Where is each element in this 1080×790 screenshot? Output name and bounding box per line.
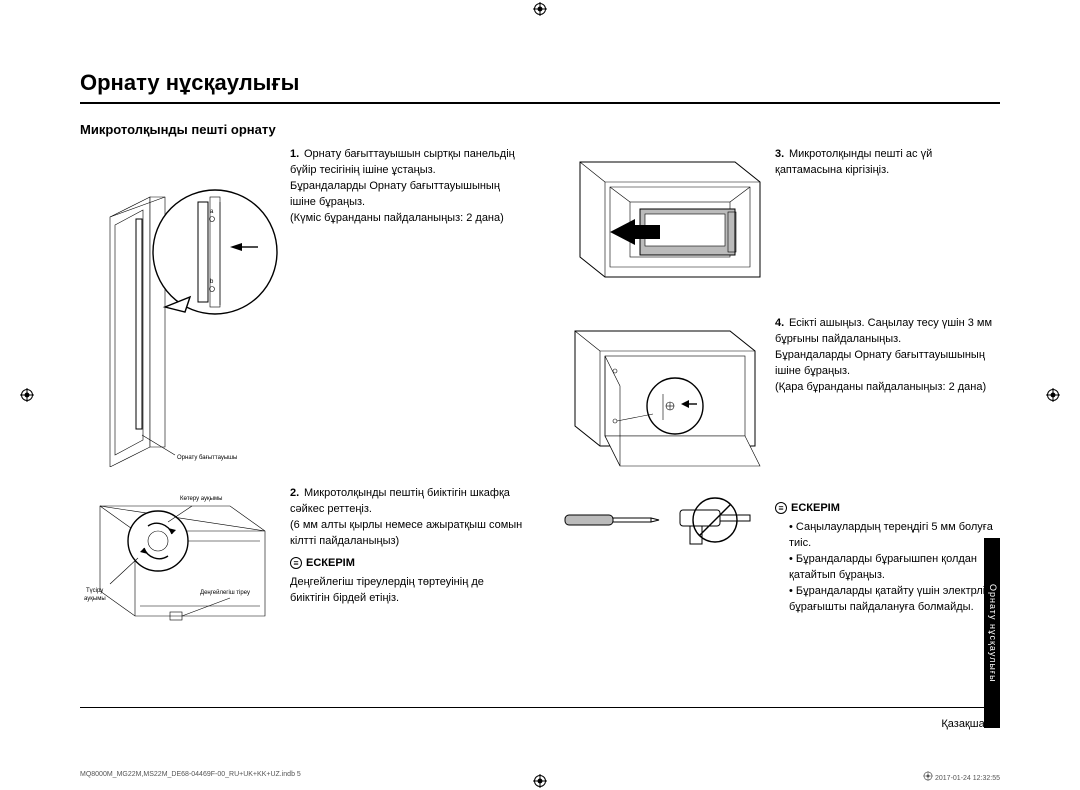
page-title: Орнату нұсқаулығы (80, 70, 1000, 104)
doc-name: MQ8000M_MG22M,MS22M_DE68-04469F-00_RU+UK… (80, 771, 301, 782)
figure-3 (555, 147, 765, 302)
page-content: Орнату нұсқаулығы Микротолқынды пешті ор… (80, 70, 1000, 750)
note-2-heading: ≡ЕСКЕРІМ (775, 501, 1000, 517)
figure-2: Түсіру ауқымы Көтеру ауқымы Деңгейлегіш … (80, 486, 280, 651)
footer-rule (80, 707, 1000, 708)
svg-text:Көтеру ауқымы: Көтеру ауқымы (180, 496, 222, 502)
fig1-label: Орнату бағыттауышы (177, 455, 237, 461)
figure-1: a b Орнату бағыттауышы (80, 147, 280, 472)
note-2: ≡ЕСКЕРІМ Саңылаулардың тереңдігі 5 мм бо… (775, 495, 1000, 616)
figure-4 (555, 316, 765, 481)
step-1-text: 1.Орнату бағыттауышын сыртқы панельдің б… (290, 147, 525, 472)
note-1-text: Деңгейлегіш тіреулердің төртеуінің де би… (290, 575, 525, 607)
step-3-text: 3.Микротолқынды пешті ас үй қаптамасына … (775, 147, 1000, 302)
reg-mark-right (1046, 388, 1060, 402)
doc-date: 2017-01-24 12:32:55 (923, 771, 1000, 782)
step-4-text: 4.Есікті ашыңыз. Саңылау тесу үшін 3 мм … (775, 316, 1000, 481)
left-column: a b Орнату бағыттауышы 1.Орнату бағыттау… (80, 147, 525, 665)
right-column: 3.Микротолқынды пешті ас үй қаптамасына … (555, 147, 1000, 665)
note-icon: ≡ (290, 557, 302, 569)
reg-mark-left (20, 388, 34, 402)
side-tab: Орнату нұсқаулығы (984, 538, 1000, 728)
figure-tools (555, 495, 765, 616)
note-icon: ≡ (775, 502, 787, 514)
section-title: Микротолқынды пешті орнату (80, 122, 1000, 137)
svg-text:ауқымы: ауқымы (84, 596, 106, 602)
step-2-text: 2.Микротолқынды пештің биіктігін шкафқа … (290, 486, 525, 651)
svg-text:Деңгейлегіш тіреу: Деңгейлегіш тіреу (200, 589, 250, 596)
footer-pagenum: Қазақша 5 (941, 718, 1000, 730)
reg-mark-top (533, 2, 547, 16)
note-1-heading: ≡ЕСКЕРІМ (290, 556, 525, 572)
note-2-bullets: Саңылаулардың тереңдігі 5 мм болуға тиіс… (775, 520, 1000, 616)
doc-meta: MQ8000M_MG22M,MS22M_DE68-04469F-00_RU+UK… (80, 771, 1000, 782)
svg-text:Түсіру: Түсіру (86, 588, 103, 594)
